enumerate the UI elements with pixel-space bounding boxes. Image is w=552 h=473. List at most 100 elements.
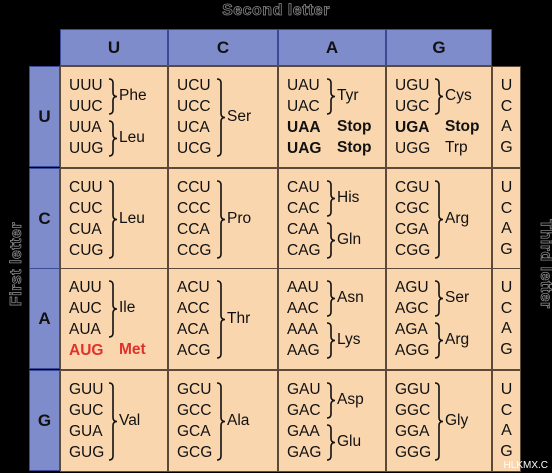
codon-GCC: GCC	[177, 402, 212, 419]
brace-val	[108, 382, 118, 461]
brace-asn	[326, 280, 336, 317]
brace-pro	[216, 180, 226, 259]
brace-ser	[216, 78, 226, 157]
brace-phe	[108, 78, 118, 115]
codon-GCU: GCU	[177, 381, 212, 398]
amino-acid-asp: Asp	[337, 390, 364, 408]
third-letter-C: C	[500, 401, 513, 419]
third-letter-A: A	[501, 220, 512, 237]
codon-UCC: UCC	[177, 98, 211, 115]
second-letter-C: C	[168, 29, 278, 66]
codon-UGC: UGC	[395, 98, 430, 115]
codon-cell-UA	[278, 66, 386, 168]
amino-acid-thr: Thr	[227, 309, 251, 327]
codon-CUG: CUG	[69, 242, 104, 259]
amino-acid-arg: Arg	[445, 209, 470, 227]
codon-CGU: CGU	[395, 179, 430, 196]
codon-cell-GA	[278, 370, 386, 472]
amino-acid-ser: Ser	[445, 288, 470, 306]
codon-GGU: GGU	[395, 381, 431, 398]
third-letter-U: U	[500, 77, 513, 94]
codon-CCA: CCA	[177, 221, 210, 238]
amino-acid-lys: Lys	[337, 330, 361, 348]
codon-GAG: GAG	[287, 444, 322, 461]
brace-leu	[108, 180, 118, 259]
codon-CAA: CAA	[287, 221, 319, 238]
brace-ile	[108, 280, 118, 338]
codon-UGG: UGG	[395, 140, 431, 157]
first-letter-label: First letter	[8, 221, 26, 307]
first-letter-C: C	[29, 168, 60, 269]
codon-GGG: GGG	[395, 444, 432, 461]
codon-UCG: UCG	[177, 140, 212, 157]
brace-ala	[216, 382, 226, 461]
first-letter-A: A	[29, 268, 60, 369]
codon-AAG: AAG	[287, 342, 320, 359]
codon-AGG: AGG	[395, 342, 430, 359]
second-letter-G: G	[386, 29, 492, 66]
amino-acid-phe: Phe	[119, 86, 147, 104]
codon-cell-UU	[60, 66, 168, 168]
codon-GUC: GUC	[69, 402, 104, 419]
codon-UUU: UUU	[69, 77, 103, 94]
codon-CAG: CAG	[287, 242, 321, 259]
amino-acid-leu: Leu	[119, 209, 145, 227]
amino-acid-ala: Ala	[227, 411, 250, 429]
brace-leu	[108, 120, 118, 157]
codon-ACU: ACU	[177, 279, 210, 296]
codon-ACA: ACA	[177, 321, 209, 338]
codon-CGA: CGA	[395, 221, 429, 238]
codon-ACC: ACC	[177, 300, 210, 317]
codon-AUC: AUC	[69, 300, 102, 317]
third-letter-C: C	[500, 97, 513, 115]
amino-acid-glu: Glu	[337, 432, 362, 450]
brace-gln	[326, 222, 336, 259]
codon-AUA: AUA	[69, 321, 101, 338]
codon-CGC: CGC	[395, 200, 430, 217]
codon-ACG: ACG	[177, 342, 211, 359]
third-letter-A: A	[501, 320, 512, 337]
codon-AGU: AGU	[395, 279, 429, 296]
third-letter-A: A	[501, 422, 512, 439]
codon-GCG: GCG	[177, 444, 213, 461]
codon-UAC: UAC	[287, 98, 320, 115]
watermark: HLKMX.C	[503, 460, 548, 471]
codon-cell-AU	[60, 268, 168, 370]
third-letter-label: Third letter	[537, 219, 552, 309]
codon-AAU: AAU	[287, 279, 319, 296]
third-letter-U: U	[500, 279, 513, 296]
amino-acid-cys: Cys	[445, 86, 472, 104]
brace-his	[326, 180, 336, 217]
codon-CCU: CCU	[177, 179, 211, 196]
third-letter-G: G	[500, 442, 513, 460]
third-letter-G: G	[500, 138, 513, 156]
codon-AUU: AUU	[69, 279, 102, 296]
codon-CAC: CAC	[287, 200, 320, 217]
amino-acid-gln: Gln	[337, 230, 362, 248]
codon-UAG: UAG	[287, 140, 322, 157]
amino-acid-gly: Gly	[445, 411, 469, 429]
codon-AUG: AUG	[69, 342, 104, 359]
amino-acid-stop: Stop	[337, 118, 372, 135]
codon-UAU: UAU	[287, 77, 320, 94]
codon-GGC: GGC	[395, 402, 431, 419]
amino-acid-stop: Stop	[337, 139, 372, 156]
third-letter-C: C	[500, 199, 513, 217]
codon-GGA: GGA	[395, 423, 430, 440]
codon-GUG: GUG	[69, 444, 105, 461]
amino-acid-trp: Trp	[445, 139, 468, 156]
codon-GUA: GUA	[69, 423, 103, 440]
third-letter-U: U	[500, 381, 513, 398]
codon-GCA: GCA	[177, 423, 211, 440]
third-letter-A: A	[501, 118, 512, 135]
brace-ser	[434, 280, 444, 317]
codon-AGA: AGA	[395, 321, 428, 338]
third-letter-C: C	[500, 299, 513, 317]
amino-acid-his: His	[337, 188, 360, 206]
brace-gly	[434, 382, 444, 461]
amino-acid-leu: Leu	[119, 128, 145, 146]
amino-acid-ile: Ile	[119, 299, 136, 316]
codon-CUC: CUC	[69, 200, 103, 217]
